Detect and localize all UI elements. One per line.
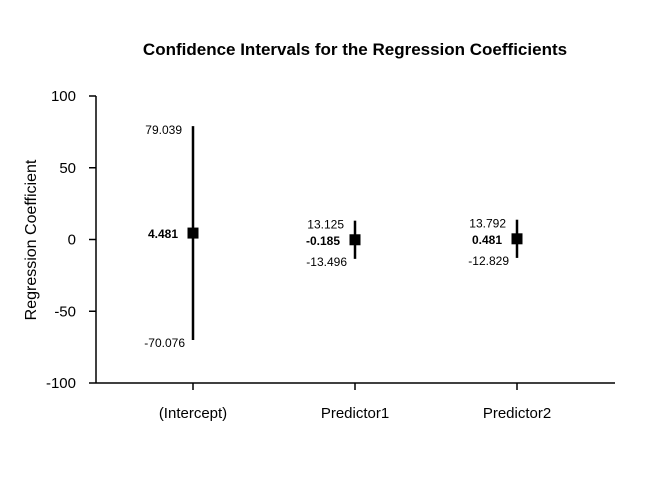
upper-bound-label: 13.792 (469, 217, 506, 231)
y-tick-label: 100 (51, 88, 76, 105)
y-axis-label: Regression Coefficient (23, 159, 40, 320)
lower-bound-label: -70.076 (144, 336, 185, 350)
estimate-label: -0.185 (306, 234, 340, 248)
x-axis-ticks: (Intercept) Predictor1 Predictor2 (159, 383, 551, 422)
estimate-point (511, 233, 523, 245)
estimate-point (187, 227, 199, 239)
y-tick-label: -100 (46, 375, 76, 392)
x-tick-label: Predictor1 (321, 405, 389, 422)
upper-bound-label: 13.125 (307, 218, 344, 232)
x-tick-label: (Intercept) (159, 405, 227, 422)
y-tick-label: 0 (68, 232, 76, 249)
chart-marks: 4.481 79.039 -70.076 -0.185 13.125 -13.496 0.4… (144, 123, 523, 350)
y-axis-ticks: -100 -50 0 50 100 (46, 88, 96, 392)
lower-bound-label: -12.829 (468, 254, 509, 268)
y-tick-label: -50 (54, 303, 76, 320)
estimate-label: 4.481 (148, 227, 178, 241)
upper-bound-label: 79.039 (145, 123, 182, 137)
chart-title: Confidence Intervals for the Regression … (143, 40, 567, 59)
estimate-point (349, 234, 361, 246)
lower-bound-label: -13.496 (306, 255, 347, 269)
x-tick-label: Predictor2 (483, 405, 551, 422)
estimate-label: 0.481 (472, 233, 502, 247)
y-tick-label: 50 (59, 160, 76, 177)
